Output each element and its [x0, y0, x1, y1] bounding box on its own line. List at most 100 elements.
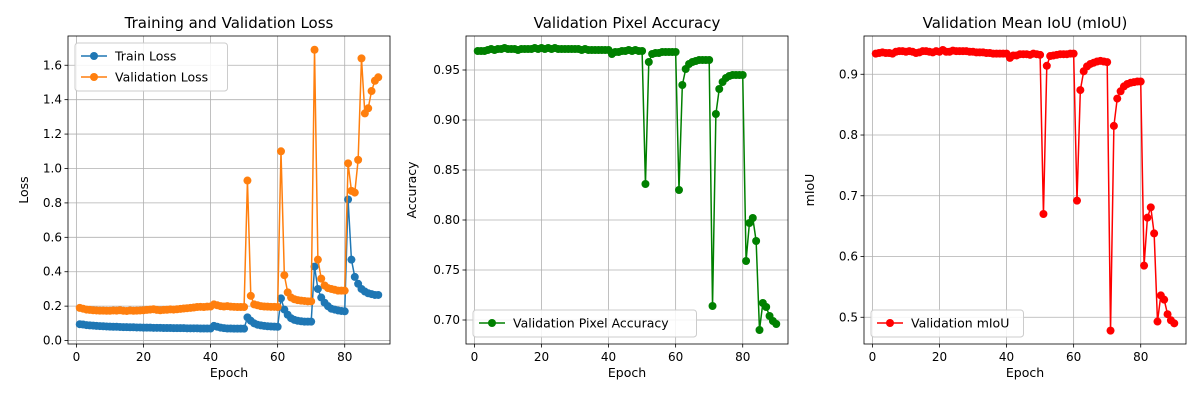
data-point: [367, 87, 376, 96]
legend-label: Train Loss: [114, 49, 176, 64]
y-tick-label: 0.5: [839, 310, 858, 324]
data-point: [243, 176, 252, 185]
series-line-1: [875, 49, 1175, 332]
legend-box: [472, 309, 697, 338]
data-point: [748, 214, 757, 222]
data-point: [317, 274, 326, 283]
x-tick-label: 80: [337, 350, 352, 364]
legend-marker: [488, 319, 496, 327]
chart-title: Validation Pixel Accuracy: [534, 14, 721, 32]
data-point: [364, 104, 373, 113]
x-tick-label: 60: [668, 350, 683, 364]
data-point: [1109, 121, 1118, 130]
data-point: [708, 302, 717, 310]
data-point: [752, 237, 761, 245]
data-point: [280, 271, 289, 280]
x-tick-label: 80: [735, 350, 750, 364]
data-point: [742, 257, 751, 265]
y-tick-label: 0.9: [839, 67, 858, 81]
y-axis-label: Accuracy: [404, 161, 419, 219]
chart-3: 0 20 40 60 80 0.5 0.6 0.7 0.8 0.9 Validation Mean …: [802, 14, 1187, 380]
x-tick-label: 60: [1066, 350, 1081, 364]
legend-label: Validation mIoU: [911, 316, 1009, 331]
x-tick-label: 40: [601, 350, 616, 364]
y-tick-label: 0.6: [43, 230, 62, 244]
data-point: [344, 159, 353, 168]
y-tick-label: 0.4: [43, 265, 62, 279]
data-point: [678, 81, 687, 89]
data-point: [1106, 326, 1115, 335]
data-point: [276, 147, 285, 156]
legend-marker: [886, 319, 894, 327]
y-tick-label: 1.0: [43, 161, 62, 175]
y-tick-label: 0.8: [43, 196, 62, 210]
data-point: [273, 303, 282, 312]
data-point: [1113, 94, 1122, 103]
legend-box: [74, 42, 228, 92]
legend: Train Loss Validation Loss: [74, 42, 228, 92]
data-point: [1076, 86, 1085, 95]
y-tick-label: 0.90: [433, 113, 460, 127]
y-tick-label: 1.4: [43, 93, 62, 107]
chart-title: Validation Mean IoU (mIoU): [923, 14, 1128, 32]
data-point: [350, 188, 359, 197]
y-tick-label: 0.75: [433, 263, 460, 277]
y-tick-label: 0.85: [433, 163, 460, 177]
y-tick-label: 0.0: [43, 334, 62, 348]
x-tick-label: 40: [203, 350, 218, 364]
data-point: [307, 317, 316, 326]
data-point: [1170, 319, 1179, 328]
legend-marker: [90, 73, 98, 81]
data-point: [350, 272, 359, 281]
data-point: [340, 307, 349, 316]
data-point: [344, 195, 353, 204]
data-point: [310, 45, 319, 54]
data-point: [347, 255, 356, 264]
x-axis-label: Epoch: [1006, 365, 1044, 380]
x-tick-label: 40: [999, 350, 1014, 364]
data-point: [276, 294, 285, 303]
data-point: [644, 58, 653, 66]
data-point: [354, 155, 363, 164]
y-tick-label: 0.8: [839, 128, 858, 142]
data-point: [240, 303, 249, 312]
data-point: [671, 48, 680, 56]
y-tick-label: 0.6: [839, 250, 858, 264]
x-tick-label: 0: [869, 350, 877, 364]
x-tick-label: 20: [136, 350, 151, 364]
data-point: [715, 85, 724, 93]
y-tick-label: 0.95: [433, 63, 460, 77]
data-point: [374, 73, 383, 82]
y-tick-label: 0.2: [43, 299, 62, 313]
x-tick-label: 0: [471, 350, 479, 364]
x-tick-label: 20: [932, 350, 947, 364]
data-point: [772, 320, 781, 328]
chart-1: 0 20 40 60 80 0.0 0.2 0.4 0.6 0.8 1.0 1.2 1.4 1.6 Trai…: [16, 14, 391, 380]
y-tick-label: 0.70: [433, 313, 460, 327]
x-tick-label: 0: [73, 350, 81, 364]
data-point: [638, 47, 647, 55]
x-axis-label: Epoch: [210, 365, 248, 380]
data-point: [1163, 310, 1172, 319]
data-point: [1069, 49, 1078, 58]
legend: Validation mIoU: [870, 309, 1024, 338]
legend-label: Validation Pixel Accuracy: [513, 316, 669, 331]
data-point: [1136, 77, 1145, 86]
data-point: [310, 262, 319, 271]
axes-frame: [863, 35, 1187, 345]
data-point: [1036, 50, 1045, 59]
data-point: [357, 54, 366, 63]
legend-marker: [90, 52, 98, 60]
chart-2: 0 20 40 60 80 0.70 0.75 0.80 0.85 0.90 0.95 Validat…: [404, 14, 789, 380]
data-point: [1153, 317, 1162, 326]
chart-title: Training and Validation Loss: [124, 14, 334, 32]
x-tick-label: 80: [1133, 350, 1148, 364]
data-point: [1146, 203, 1155, 212]
legend: Validation Pixel Accuracy: [472, 309, 697, 338]
data-point: [240, 324, 249, 333]
x-tick-label: 20: [534, 350, 549, 364]
y-tick-label: 0.80: [433, 213, 460, 227]
x-axis-label: Epoch: [608, 365, 646, 380]
data-point: [374, 290, 383, 299]
